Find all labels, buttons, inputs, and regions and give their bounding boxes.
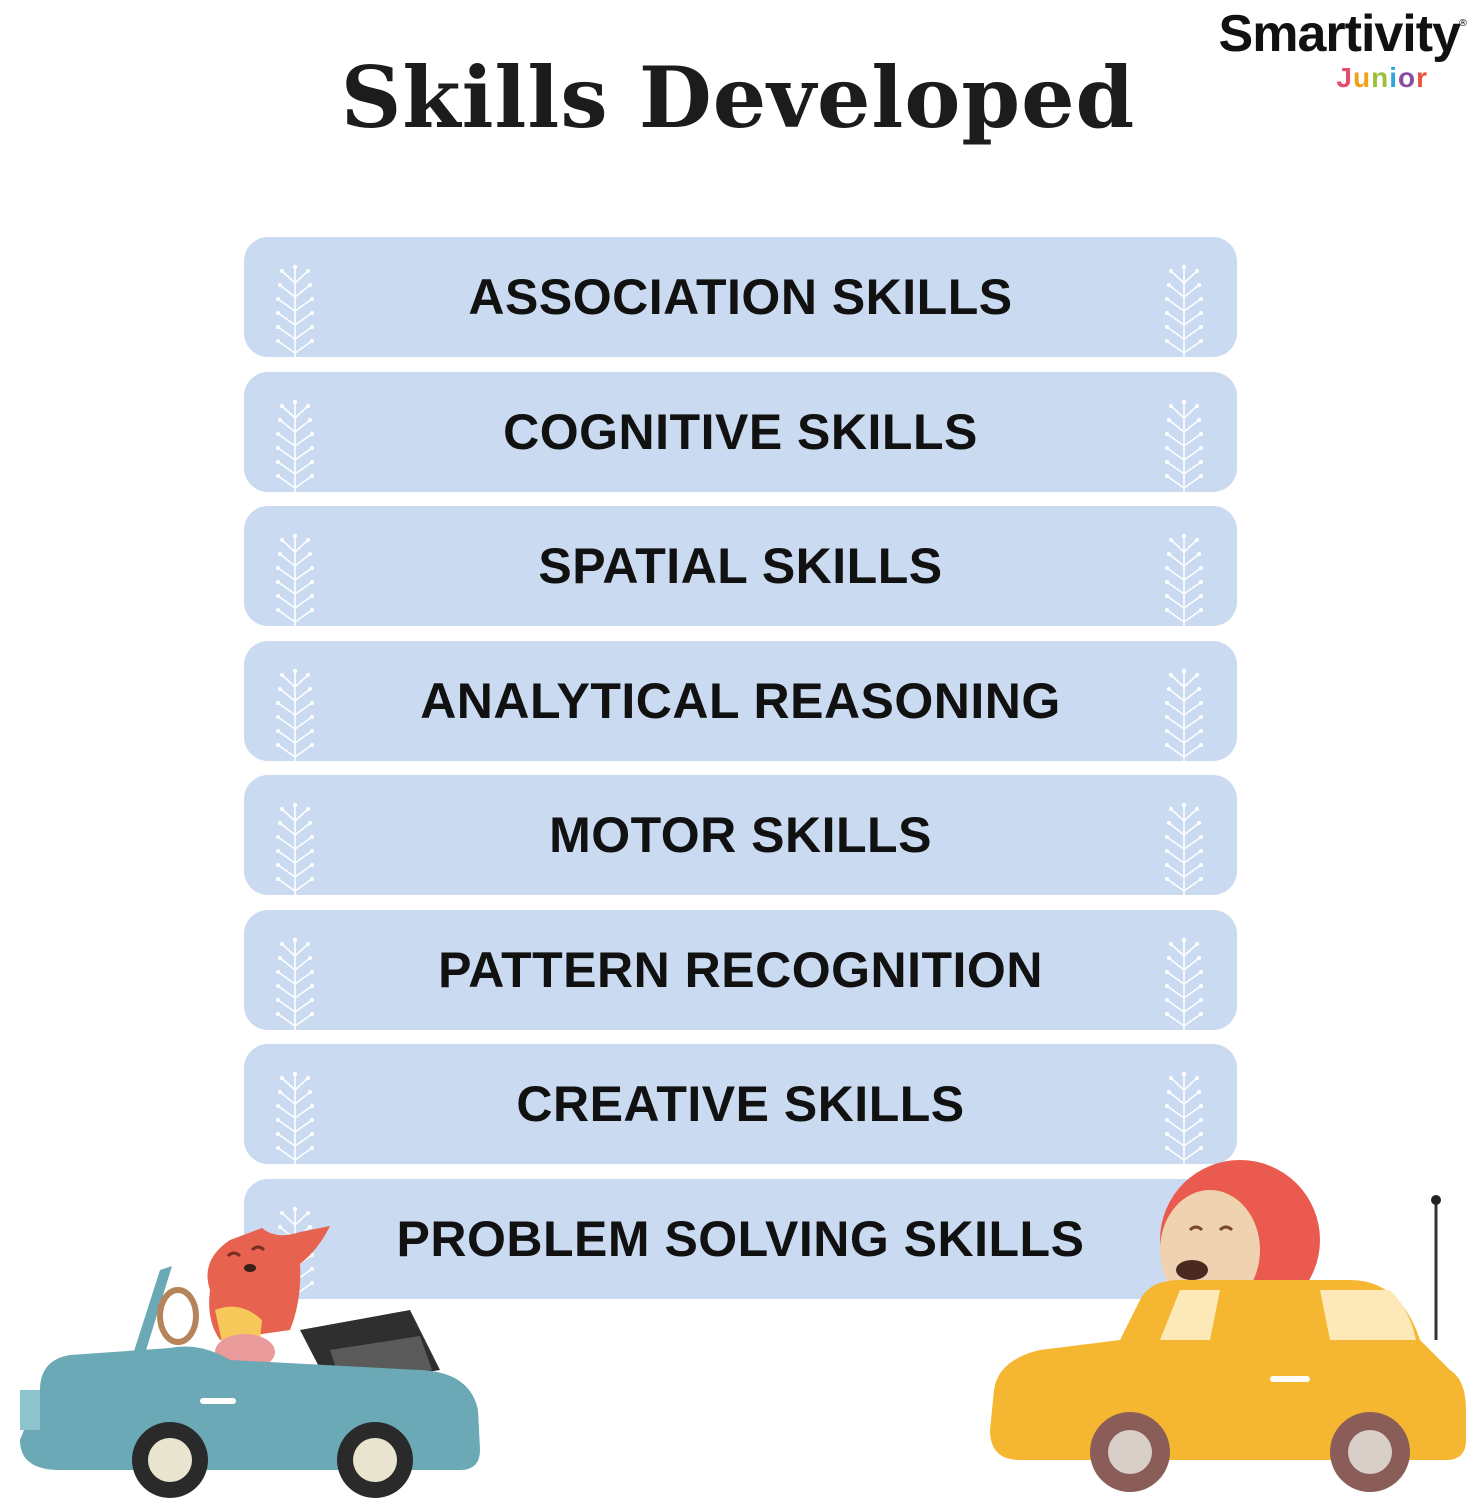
skill-label: PROBLEM SOLVING SKILLS xyxy=(396,1210,1085,1267)
skill-pill: PATTERN RECOGNITION xyxy=(244,909,1237,1032)
sprig-icon xyxy=(270,667,320,763)
brand-junior-letter: n xyxy=(1371,62,1390,93)
skill-label: COGNITIVE SKILLS xyxy=(503,403,978,460)
skill-pill: COGNITIVE SKILLS xyxy=(244,371,1237,494)
sprig-icon xyxy=(1159,667,1209,763)
skill-pill: PROBLEM SOLVING SKILLS xyxy=(244,1178,1237,1299)
sprig-icon xyxy=(1159,801,1209,897)
brand-junior-letter: o xyxy=(1397,62,1417,93)
skill-label: ANALYTICAL REASONING xyxy=(420,672,1061,729)
sprig-icon xyxy=(270,1070,320,1166)
brand-junior-letter: J xyxy=(1336,62,1353,93)
skill-label: MOTOR SKILLS xyxy=(549,807,932,863)
skill-pill: SPATIAL SKILLS xyxy=(244,506,1237,626)
sprig-icon xyxy=(1159,263,1209,359)
skill-label: SPATIAL SKILLS xyxy=(538,538,943,594)
brand-junior: Junior xyxy=(1336,62,1428,94)
brand-junior-letter: u xyxy=(1352,62,1372,93)
sprig-icon xyxy=(270,801,320,897)
sprig-icon xyxy=(270,263,320,359)
sprig-icon xyxy=(1159,936,1209,1032)
sprig-icon xyxy=(1159,398,1209,494)
skill-pill: MOTOR SKILLS xyxy=(244,775,1237,895)
smartivity-logo: Smartivity ® Junior xyxy=(1198,4,1468,104)
skill-label: PATTERN RECOGNITION xyxy=(438,941,1043,998)
page-title: Skills Developed xyxy=(340,48,1136,147)
sprig-icon xyxy=(1159,532,1209,628)
brand-name: Smartivity xyxy=(1218,5,1461,63)
skill-pill: CREATIVE SKILLS xyxy=(244,1044,1237,1164)
skills-list: ASSOCIATION SKILLS COGNITIVE SKILLS SPAT… xyxy=(244,237,1237,1313)
fox-in-convertible-illustration xyxy=(20,1226,480,1498)
skill-label: CREATIVE SKILLS xyxy=(516,1076,965,1132)
sprig-icon xyxy=(270,936,320,1032)
sprig-icon xyxy=(270,532,320,628)
skill-label: ASSOCIATION SKILLS xyxy=(468,269,1013,325)
skill-pill: ANALYTICAL REASONING xyxy=(244,640,1237,763)
registered-mark: ® xyxy=(1458,18,1468,29)
sprig-icon xyxy=(270,398,320,494)
lion-in-car-illustration xyxy=(990,1160,1466,1492)
brand-junior-letter: r xyxy=(1416,62,1428,93)
brand-junior-letter: i xyxy=(1389,62,1398,93)
skill-pill: ASSOCIATION SKILLS xyxy=(244,237,1237,357)
